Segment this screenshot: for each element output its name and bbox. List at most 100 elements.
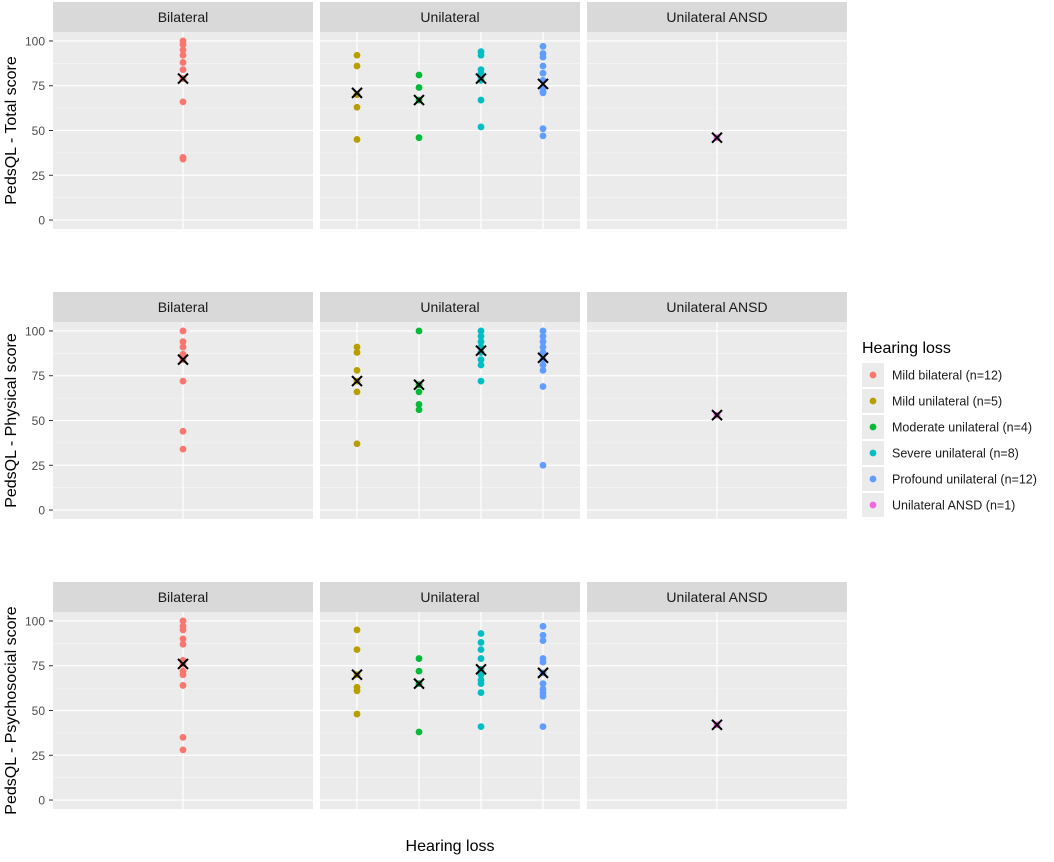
data-point [477, 123, 485, 131]
data-point [539, 658, 547, 666]
data-point [539, 622, 547, 630]
data-point [353, 626, 361, 634]
series-group [413, 327, 425, 414]
data-point [179, 46, 187, 54]
series-group [475, 630, 487, 731]
facet-row-2: PedsQL - Physical score 0 25 50 75 100 Bilater… [3, 292, 847, 519]
y-tick-label: 100 [25, 324, 45, 338]
facet-strip-label: Unilateral [420, 9, 479, 25]
data-point [539, 349, 547, 356]
series-group [413, 655, 425, 736]
data-point [539, 89, 547, 97]
facet-strip-label: Bilateral [158, 9, 209, 25]
data-point [477, 96, 485, 104]
data-point [539, 361, 547, 369]
data-point [179, 51, 187, 59]
data-point [477, 377, 485, 385]
data-point [179, 66, 187, 74]
data-point [179, 59, 187, 66]
data-point [477, 332, 485, 340]
data-point [539, 631, 547, 639]
data-point [539, 132, 547, 140]
data-point [179, 671, 187, 679]
data-point [477, 723, 485, 731]
data-point [179, 98, 187, 106]
data-point [179, 343, 187, 351]
data-point [179, 640, 187, 648]
x-axis-title: Hearing loss [406, 838, 495, 855]
y-tick-label: 100 [25, 34, 45, 48]
facet-row-3: PedsQL - Psychosocial score 0 25 50 75 100 Bil… [3, 582, 847, 815]
data-point [353, 62, 361, 70]
data-point [179, 733, 187, 741]
mean-marker-stroke-b [711, 409, 723, 421]
data-point [179, 338, 187, 346]
data-point [179, 746, 187, 754]
legend-label: Mild unilateral (n=5) [892, 395, 1002, 409]
data-point [477, 51, 485, 59]
data-point [415, 728, 423, 736]
data-point [353, 91, 361, 99]
data-point [353, 388, 361, 396]
legend-key-dot [869, 423, 877, 431]
data-point [539, 692, 547, 700]
facet-panel: Bilateral [53, 2, 313, 229]
facet-strip-label: Unilateral [420, 589, 479, 605]
series-group [351, 626, 363, 718]
y-axis-label: PedsQL - Total score [3, 56, 20, 205]
data-point [415, 406, 423, 414]
series-group [177, 327, 189, 453]
data-point [353, 440, 361, 448]
data-point [539, 343, 547, 351]
data-point [477, 338, 485, 346]
y-axis-label: PedsQL - Psychosocial score [3, 606, 20, 814]
data-point [353, 103, 361, 111]
mean-marker-stroke-b [351, 375, 363, 387]
series-group [711, 719, 723, 731]
legend-title: Hearing loss [862, 340, 951, 357]
y-tick-label: 0 [38, 214, 45, 228]
legend-label: Unilateral ANSD (n=1) [892, 499, 1015, 513]
data-point [415, 400, 423, 408]
legend-key-dot [869, 501, 877, 509]
y-tick-label: 25 [32, 459, 46, 473]
data-point [477, 646, 485, 654]
data-point [179, 445, 187, 453]
mean-marker-stroke-b [351, 87, 363, 99]
data-point [353, 687, 361, 695]
data-point [477, 639, 485, 646]
legend-key-dot [869, 371, 877, 379]
data-point [539, 53, 547, 61]
y-tick-label: 0 [38, 794, 45, 808]
mean-marker-stroke-b [711, 719, 723, 731]
data-point [539, 461, 547, 469]
legend-entry: Mild unilateral (n=5) [862, 389, 1002, 413]
y-tick-label: 75 [32, 659, 46, 673]
data-point [353, 710, 361, 718]
facet-strip [320, 292, 580, 322]
data-point [477, 356, 485, 364]
legend-label: Severe unilateral (n=8) [892, 447, 1019, 461]
facet-strip [587, 292, 847, 322]
data-point [477, 349, 485, 356]
data-point [353, 366, 361, 374]
data-point [179, 626, 187, 634]
mean-marker-stroke-b [537, 667, 549, 679]
series-group [475, 48, 487, 131]
mean-marker-stroke-b [413, 677, 425, 690]
data-point [415, 84, 423, 91]
data-point [477, 680, 485, 688]
facet-panel: Unilateral ANSD [587, 292, 847, 519]
facet-strip-label: Bilateral [158, 589, 209, 605]
legend-entry: Moderate unilateral (n=4) [862, 415, 1032, 439]
facet-strip-label: Unilateral ANSD [666, 299, 767, 315]
series-group [711, 409, 723, 421]
data-point [539, 42, 547, 50]
facet-panel: Unilateral [320, 582, 580, 809]
facet-strip [53, 582, 313, 612]
series-group [537, 42, 549, 140]
data-point [179, 155, 187, 163]
data-point [539, 356, 547, 364]
